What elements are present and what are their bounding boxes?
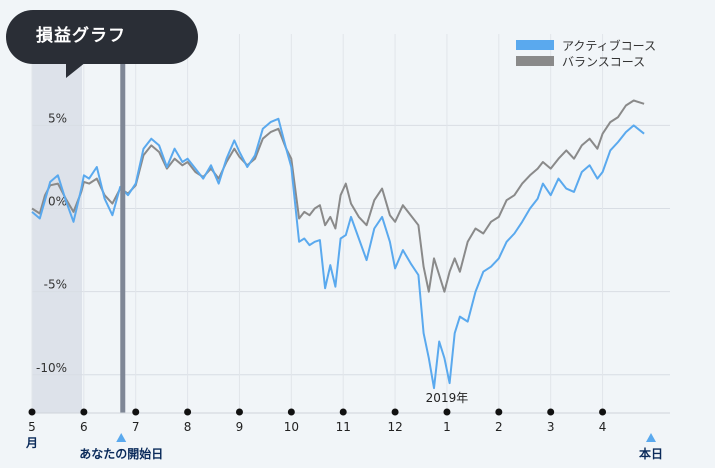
y-tick-label: 0% — [48, 195, 67, 209]
legend-swatch-balance — [516, 56, 554, 66]
x-tick-label: 3 — [547, 420, 555, 434]
chart-title-bubble — [6, 10, 198, 64]
x-tick-dot — [339, 408, 347, 416]
x-tick-label: 5 — [28, 420, 36, 434]
x-tick-label: 11 — [336, 420, 351, 434]
x-tick-label: 9 — [236, 420, 244, 434]
x-tick-dot — [80, 408, 88, 416]
x-tick-dot — [132, 408, 140, 416]
legend-item-balance: バランスコース — [516, 53, 656, 69]
start-marker-icon — [116, 433, 127, 442]
x-tick-dot — [391, 408, 399, 416]
x-tick-label: 6 — [80, 420, 88, 434]
x-tick-dot — [184, 408, 192, 416]
chart-title-bubble-tail — [66, 62, 86, 78]
today-marker-label: 本日 — [639, 446, 663, 461]
y-tick-label: 5% — [48, 111, 67, 125]
x-tick-label: 10 — [284, 420, 299, 434]
pre-start-shade — [32, 34, 82, 413]
legend-swatch-active — [516, 40, 554, 50]
y-tick-label: -10% — [36, 361, 67, 375]
y-tick-label: -5% — [44, 278, 67, 292]
start-marker-label: あなたの開始日 — [79, 446, 163, 461]
x-tick-dot — [599, 408, 607, 416]
x-tick-label: 8 — [184, 420, 192, 434]
series-line-active — [31, 117, 645, 390]
plot-area — [32, 34, 670, 413]
x-tick-label: 1 — [443, 420, 451, 434]
legend-item-active: アクティブコース — [516, 37, 656, 53]
year-label: 2019年 — [426, 391, 469, 405]
today-marker-icon — [646, 433, 656, 442]
x-tick-label: 2 — [495, 420, 503, 434]
x-tick-dot — [547, 408, 555, 416]
x-tick-label: 12 — [387, 420, 402, 434]
x-tick-dot — [28, 408, 36, 416]
chart-title: 損益グラフ — [36, 26, 126, 46]
x-tick-dot — [287, 408, 295, 416]
x-tick-label: 7 — [132, 420, 140, 434]
legend-label-active: アクティブコース — [562, 38, 657, 53]
x-tick-dot — [443, 408, 451, 416]
x-tick-label: 4 — [599, 420, 607, 434]
start-date-marker — [120, 63, 126, 413]
x-tick-unit: 月 — [25, 436, 38, 450]
legend-label-balance: バランスコース — [562, 54, 646, 69]
x-tick-dot — [495, 408, 503, 416]
x-tick-dot — [235, 408, 243, 416]
legend: アクティブコース バランスコース — [516, 37, 656, 69]
